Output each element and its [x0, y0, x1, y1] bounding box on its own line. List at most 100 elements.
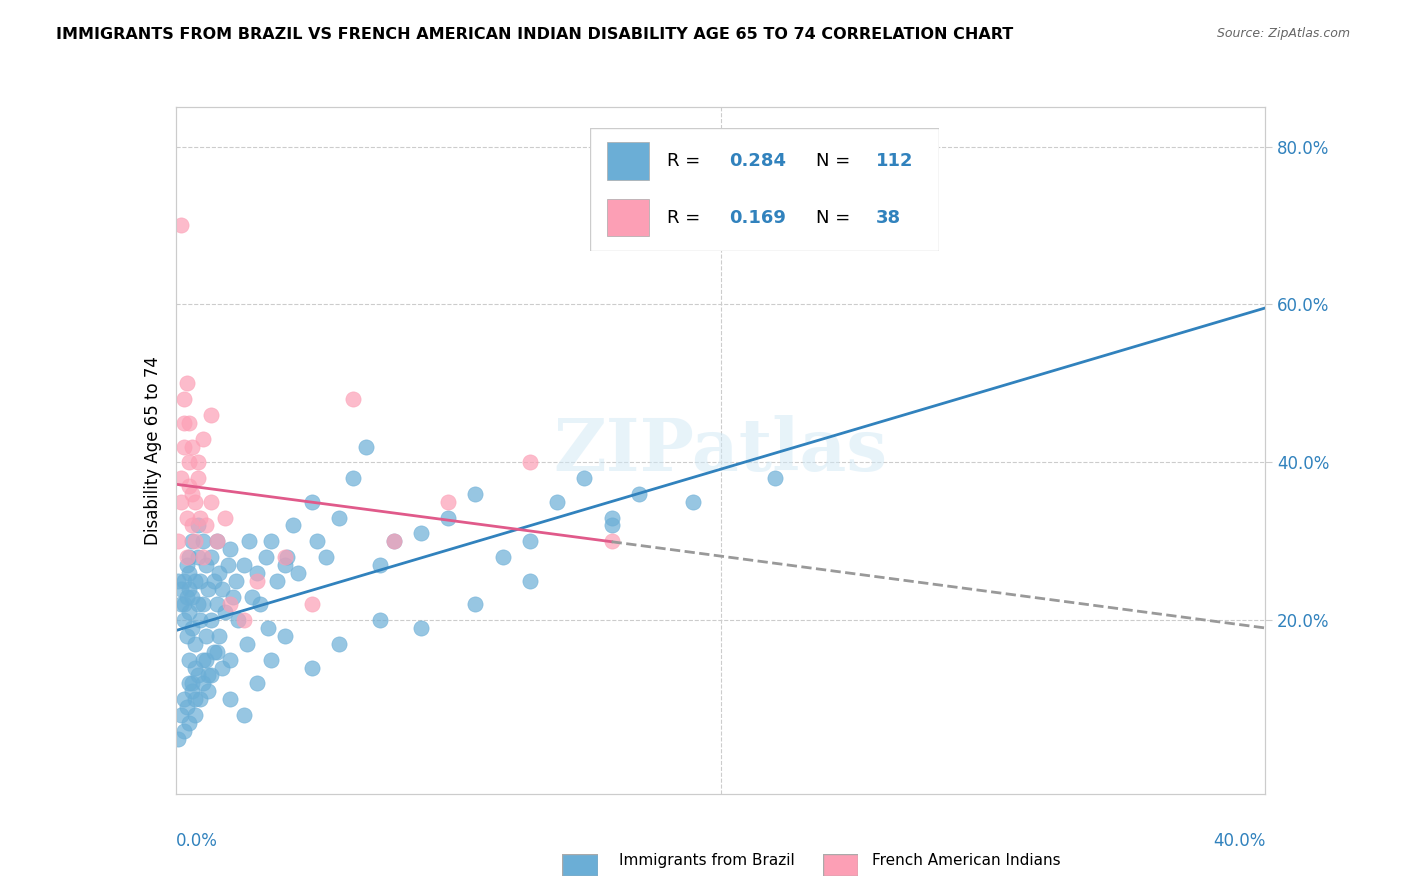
Point	[368, 558, 391, 572]
Point	[205, 645, 228, 659]
Point	[600, 534, 623, 549]
Point	[208, 629, 231, 643]
Point	[219, 598, 242, 612]
Y-axis label: Disability Age 65 to 74: Disability Age 65 to 74	[143, 356, 162, 545]
Point	[191, 676, 214, 690]
Point	[307, 534, 329, 549]
Point	[179, 549, 201, 564]
Text: IMMIGRANTS FROM BRAZIL VS FRENCH AMERICAN INDIAN DISABILITY AGE 65 TO 74 CORRELA: IMMIGRANTS FROM BRAZIL VS FRENCH AMERICA…	[56, 27, 1014, 42]
Point	[228, 613, 250, 627]
Point	[186, 455, 209, 469]
Point	[600, 510, 623, 524]
Point	[246, 566, 269, 580]
Point	[763, 471, 786, 485]
Point	[409, 526, 432, 541]
Point	[188, 510, 211, 524]
Point	[266, 574, 288, 588]
Point	[356, 440, 378, 454]
Point	[249, 598, 271, 612]
Point	[274, 558, 297, 572]
Point	[181, 590, 204, 604]
Point	[682, 495, 704, 509]
Point	[238, 534, 260, 549]
Point	[627, 487, 650, 501]
Point	[202, 645, 225, 659]
Point	[184, 495, 207, 509]
Point	[188, 692, 211, 706]
Point	[173, 598, 195, 612]
Point	[301, 660, 323, 674]
Point	[214, 605, 236, 619]
Point	[191, 534, 214, 549]
Point	[219, 542, 242, 557]
Text: 40.0%: 40.0%	[1213, 831, 1265, 850]
Point	[211, 660, 233, 674]
Point	[170, 495, 193, 509]
Point	[232, 707, 254, 722]
Point	[170, 471, 193, 485]
Point	[219, 692, 242, 706]
Point	[181, 487, 204, 501]
Point	[437, 495, 460, 509]
Point	[219, 653, 242, 667]
Point	[315, 549, 337, 564]
Point	[181, 621, 204, 635]
Point	[179, 605, 201, 619]
Point	[181, 676, 204, 690]
Point	[200, 495, 222, 509]
Point	[202, 574, 225, 588]
Point	[188, 574, 211, 588]
Point	[170, 582, 193, 596]
Point	[217, 558, 239, 572]
Point	[274, 549, 297, 564]
Point	[191, 598, 214, 612]
Point	[200, 613, 222, 627]
Point	[437, 510, 460, 524]
Point	[225, 574, 247, 588]
Point	[222, 590, 245, 604]
Text: ZIPatlas: ZIPatlas	[554, 415, 887, 486]
Point	[240, 590, 263, 604]
Point	[181, 684, 204, 698]
Point	[176, 376, 198, 391]
Point	[205, 598, 228, 612]
Point	[173, 392, 195, 406]
Point	[200, 549, 222, 564]
Point	[194, 558, 217, 572]
Point	[167, 574, 190, 588]
Point	[301, 598, 323, 612]
Point	[232, 613, 254, 627]
Point	[173, 613, 195, 627]
Point	[214, 510, 236, 524]
Point	[181, 518, 204, 533]
Point	[191, 653, 214, 667]
Point	[276, 549, 298, 564]
Point	[409, 621, 432, 635]
Point	[179, 479, 201, 493]
Point	[191, 432, 214, 446]
Point	[287, 566, 309, 580]
Text: French American Indians: French American Indians	[872, 854, 1060, 868]
Point	[519, 534, 541, 549]
Point	[170, 219, 193, 233]
Point	[342, 471, 364, 485]
Text: Immigrants from Brazil: Immigrants from Brazil	[619, 854, 794, 868]
Point	[176, 549, 198, 564]
Point	[184, 574, 207, 588]
Point	[179, 653, 201, 667]
Point	[184, 660, 207, 674]
Point	[546, 495, 568, 509]
Point	[184, 534, 207, 549]
Point	[574, 471, 596, 485]
Text: Source: ZipAtlas.com: Source: ZipAtlas.com	[1216, 27, 1350, 40]
Point	[194, 518, 217, 533]
Point	[186, 518, 209, 533]
Point	[200, 668, 222, 682]
Point	[181, 534, 204, 549]
Point	[281, 518, 304, 533]
Point	[173, 692, 195, 706]
Point	[167, 731, 190, 746]
Point	[194, 629, 217, 643]
Point	[176, 558, 198, 572]
Point	[205, 534, 228, 549]
